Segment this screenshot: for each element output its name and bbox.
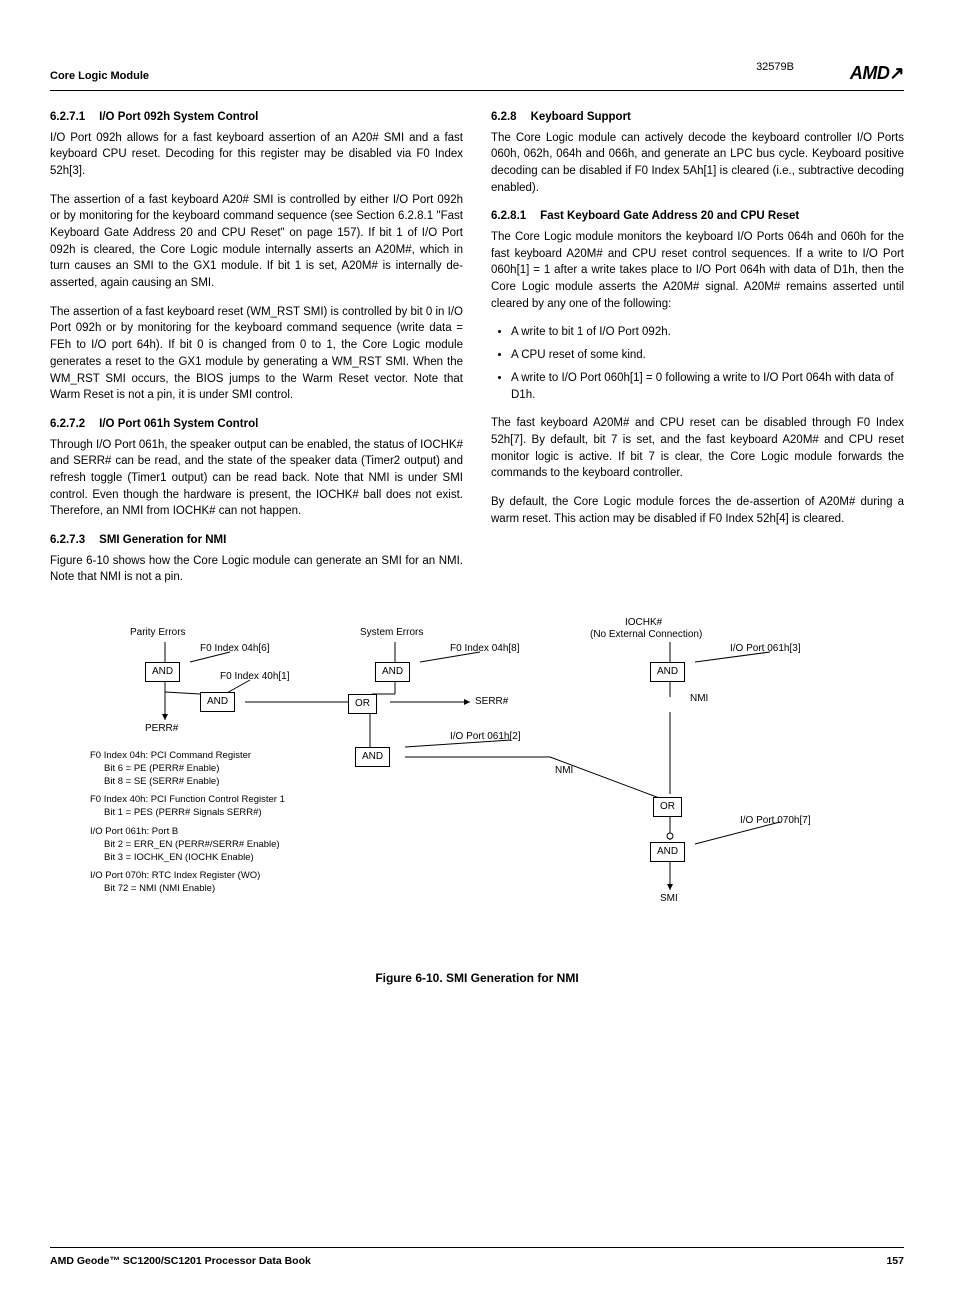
list-item: A CPU reset of some kind.	[511, 347, 904, 364]
para: By default, the Core Logic module forces…	[491, 494, 904, 527]
list-item: A write to I/O Port 060h[1] = 0 followin…	[511, 370, 904, 403]
para: The Core Logic module monitors the keybo…	[491, 229, 904, 312]
gate-and: AND	[375, 662, 410, 683]
gate-and: AND	[200, 692, 235, 713]
para: The fast keyboard A20M# and CPU reset ca…	[491, 415, 904, 482]
header-docnum: 32579B	[756, 60, 794, 76]
reg-line: Bit 1 = PES (PERR# Signals SERR#)	[90, 807, 285, 820]
lbl-system-errors: System Errors	[360, 626, 423, 641]
lbl-smi: SMI	[660, 892, 678, 907]
header-section-title: Core Logic Module	[50, 69, 149, 85]
reg-line: F0 Index 04h: PCI Command Register	[90, 750, 285, 763]
amd-logo: AMD↗	[850, 60, 904, 86]
lbl-serr: SERR#	[475, 695, 508, 710]
para: The Core Logic module can actively decod…	[491, 130, 904, 197]
lbl-nmi-1: NMI	[555, 764, 573, 779]
heading-6271: 6.2.7.1I/O Port 092h System Control	[50, 109, 463, 126]
para: The assertion of a fast keyboard A20# SM…	[50, 192, 463, 292]
lbl-parity-errors: Parity Errors	[130, 626, 186, 641]
lbl-nmi-2: NMI	[690, 692, 708, 707]
para: Figure 6-10 shows how the Core Logic mod…	[50, 553, 463, 586]
figure-caption: Figure 6-10. SMI Generation for NMI	[50, 970, 904, 987]
register-notes: F0 Index 04h: PCI Command Register Bit 6…	[90, 750, 285, 896]
body-columns: 6.2.7.1I/O Port 092h System Control I/O …	[50, 109, 904, 598]
lbl-io070h7: I/O Port 070h[7]	[740, 814, 811, 829]
reg-line: Bit 2 = ERR_EN (PERR#/SERR# Enable)	[90, 839, 285, 852]
lbl-io061h2: I/O Port 061h[2]	[450, 730, 521, 745]
gate-and: AND	[650, 662, 685, 683]
footer-title: AMD Geode™ SC1200/SC1201 Processor Data …	[50, 1254, 311, 1269]
list-item: A write to bit 1 of I/O Port 092h.	[511, 324, 904, 341]
reg-line: Bit 72 = NMI (NMI Enable)	[90, 883, 285, 896]
reg-line: Bit 3 = IOCHK_EN (IOCHK Enable)	[90, 852, 285, 865]
footer-page: 157	[886, 1254, 904, 1269]
para: The assertion of a fast keyboard reset (…	[50, 304, 463, 404]
heading-6281: 6.2.8.1Fast Keyboard Gate Address 20 and…	[491, 208, 904, 225]
right-column: 6.2.8Keyboard Support The Core Logic mod…	[491, 109, 904, 598]
para: Through I/O Port 061h, the speaker outpu…	[50, 437, 463, 520]
reg-line: I/O Port 070h: RTC Index Register (WO)	[90, 870, 285, 883]
lbl-io061h3: I/O Port 061h[3]	[730, 642, 801, 657]
lbl-perr: PERR#	[145, 722, 178, 737]
gate-and: AND	[355, 747, 390, 768]
left-column: 6.2.7.1I/O Port 092h System Control I/O …	[50, 109, 463, 598]
heading-6272: 6.2.7.2I/O Port 061h System Control	[50, 416, 463, 433]
heading-628: 6.2.8Keyboard Support	[491, 109, 904, 126]
gate-or: OR	[653, 797, 682, 818]
reg-line: F0 Index 40h: PCI Function Control Regis…	[90, 794, 285, 807]
figure-6-10-diagram: Parity Errors F0 Index 04h[6] F0 Index 4…	[50, 622, 904, 962]
lbl-no-ext: (No External Connection)	[590, 628, 702, 643]
gate-or: OR	[348, 694, 377, 715]
lbl-f0-04h6: F0 Index 04h[6]	[200, 642, 270, 657]
heading-6273: 6.2.7.3SMI Generation for NMI	[50, 532, 463, 549]
reg-line: I/O Port 061h: Port B	[90, 826, 285, 839]
reg-line: Bit 6 = PE (PERR# Enable)	[90, 763, 285, 776]
lbl-f0-40h1: F0 Index 40h[1]	[220, 670, 290, 685]
gate-and: AND	[145, 662, 180, 683]
page-footer: AMD Geode™ SC1200/SC1201 Processor Data …	[50, 1247, 904, 1269]
lbl-f0-04h8: F0 Index 04h[8]	[450, 642, 520, 657]
bullet-list: A write to bit 1 of I/O Port 092h. A CPU…	[491, 324, 904, 403]
reg-line: Bit 8 = SE (SERR# Enable)	[90, 776, 285, 789]
gate-and: AND	[650, 842, 685, 863]
page-header: Core Logic Module 32579B AMD↗	[50, 60, 904, 91]
para: I/O Port 092h allows for a fast keyboard…	[50, 130, 463, 180]
